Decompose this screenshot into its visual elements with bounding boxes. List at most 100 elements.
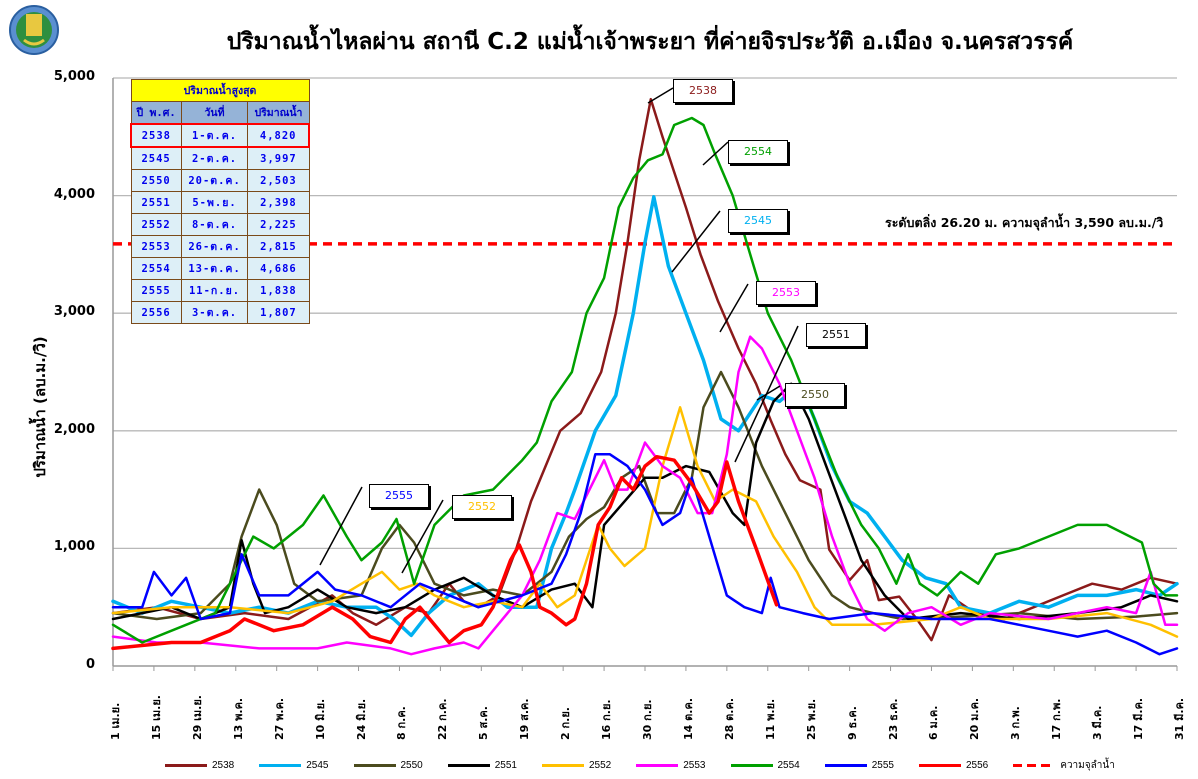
table-row: 2538 1-ต.ค. 4,820 bbox=[129, 123, 311, 148]
legend-swatch bbox=[824, 764, 867, 767]
x-tick-label: 1 เม.ย. bbox=[109, 702, 122, 740]
callout-label-2554: 2554 bbox=[728, 140, 788, 164]
table-row: 2552 8-ต.ค. 2,225 bbox=[130, 213, 310, 236]
cell-year: 2556 bbox=[130, 301, 182, 324]
legend-item-2550: 2550 bbox=[353, 758, 423, 773]
callout-label-2550: 2550 bbox=[785, 383, 845, 407]
legend-label: 2552 bbox=[589, 760, 612, 771]
table-body: 2538 1-ต.ค. 4,820 2545 2-ต.ค. 3,997 2550 20-ต.ค… bbox=[129, 123, 311, 324]
callout-label-2555: 2555 bbox=[369, 484, 429, 508]
legend-item-2556: 2556 bbox=[919, 758, 988, 773]
cell-year: 2545 bbox=[130, 146, 182, 170]
legend-label: 2550 bbox=[400, 760, 423, 771]
y-axis-label: ปริมาณน้ำ (ลบ.ม./วิ) bbox=[31, 336, 49, 478]
cell-date: 8-ต.ค. bbox=[180, 213, 249, 236]
callout-leader bbox=[647, 87, 674, 104]
legend-label: 2555 bbox=[871, 760, 894, 771]
x-tick-label: 3 ก.พ. bbox=[1009, 706, 1023, 740]
series-line-2538 bbox=[111, 97, 1179, 642]
x-tick-label: 31 มี.ค. bbox=[1173, 697, 1186, 740]
legend: 2538 2545 2550 2551 2552 2553 2554 2555 2556 ความ… bbox=[165, 758, 1140, 773]
y-tick-label: 3,000 bbox=[53, 304, 95, 320]
legend-label: 2553 bbox=[683, 760, 706, 771]
legend-swatch bbox=[165, 764, 207, 767]
callout-leader bbox=[671, 210, 721, 273]
x-tick-label: 6 ม.ค. bbox=[927, 705, 941, 740]
x-tick-label: 11 พ.ย. bbox=[763, 698, 777, 740]
cell-year: 2555 bbox=[130, 279, 182, 302]
table-row: 2550 20-ต.ค. 2,503 bbox=[130, 169, 310, 192]
callout-label-2545: 2545 bbox=[728, 209, 788, 233]
x-tick-label: 5 ส.ค. bbox=[477, 706, 491, 740]
legend-item-2538: 2538 bbox=[165, 758, 234, 773]
callout-leader bbox=[319, 486, 363, 566]
cell-flow: 1,807 bbox=[247, 301, 310, 324]
x-tick-label: 20 ม.ค. bbox=[968, 697, 982, 740]
chart-title: ปริมาณน้ำไหลผ่าน สถานี C.2 แม่น้ำเจ้าพระ… bbox=[226, 29, 1074, 55]
callout-label-2553: 2553 bbox=[756, 281, 816, 305]
legend-swatch bbox=[542, 764, 584, 767]
table-row: 2555 11-ก.ย. 1,838 bbox=[130, 279, 310, 302]
x-tick-label: 22 ก.ค. bbox=[436, 698, 450, 740]
x-tick-label: 29 เม.ย. bbox=[190, 695, 204, 740]
x-tick-label: 30 ก.ย. bbox=[641, 699, 654, 740]
x-tick-label: 23 ธ.ค. bbox=[886, 698, 900, 740]
series-line-2550 bbox=[111, 370, 1179, 621]
legend-label: 2556 bbox=[966, 760, 989, 771]
legend-swatch bbox=[353, 764, 396, 767]
cell-year: 2552 bbox=[130, 213, 182, 236]
cell-flow: 4,686 bbox=[247, 257, 310, 280]
y-tick-label: 1,000 bbox=[53, 539, 95, 555]
x-tick-label: 8 ก.ค. bbox=[395, 706, 409, 740]
legend-swatch bbox=[447, 764, 490, 767]
cell-flow: 2,398 bbox=[247, 191, 310, 214]
cell-date: 1-ต.ค. bbox=[180, 123, 249, 148]
x-tick-label: 13 พ.ค. bbox=[231, 697, 245, 740]
x-tick-label: 19 ส.ค. bbox=[518, 698, 532, 740]
x-tick-label: 17 มี.ค. bbox=[1132, 697, 1146, 740]
col-header-date: วันที่ bbox=[180, 101, 249, 125]
cell-date: 13-ต.ค. bbox=[180, 257, 249, 280]
legend-item-2554: 2554 bbox=[730, 758, 800, 773]
y-tick-label: 4,000 bbox=[53, 186, 95, 202]
table-row: 2554 13-ต.ค. 4,686 bbox=[130, 257, 310, 280]
x-tick-label: 28 ต.ค. bbox=[722, 698, 736, 740]
x-tick-label: 27 พ.ค. bbox=[272, 697, 286, 740]
cell-date: 20-ต.ค. bbox=[180, 169, 249, 192]
callout-label-2551: 2551 bbox=[806, 323, 866, 347]
x-tick-label: 9 ธ.ค. bbox=[845, 706, 859, 740]
x-tick-label: 24 มิ.ย. bbox=[354, 698, 368, 740]
x-tick-label: 14 ต.ค. bbox=[681, 698, 695, 740]
legend-item-ความจุลำน้ำ: ความจุลำน้ำ bbox=[1013, 758, 1115, 773]
table-row: 2556 3-ต.ค. 1,807 bbox=[130, 301, 310, 324]
legend-label: 2551 bbox=[494, 760, 517, 771]
x-tick-label: 17 ก.พ. bbox=[1050, 698, 1064, 740]
legend-item-2552: 2552 bbox=[542, 758, 611, 773]
callout-label-2552: 2552 bbox=[452, 495, 512, 519]
max-flow-table: ปริมาณน้ำสูงสุด ปี พ.ศ. วันที่ ปริมาณน้ำ… bbox=[129, 79, 311, 324]
series-line-2556 bbox=[111, 454, 779, 651]
callout-leader bbox=[719, 283, 749, 333]
y-tick-label: 2,000 bbox=[53, 421, 95, 437]
table-row: 2545 2-ต.ค. 3,997 bbox=[130, 146, 310, 170]
series-line-2551 bbox=[111, 382, 1179, 621]
legend-item-2555: 2555 bbox=[824, 758, 894, 773]
x-tick-label: 10 มิ.ย. bbox=[313, 698, 327, 740]
table-row: 2553 26-ต.ค. 2,815 bbox=[130, 235, 310, 258]
cell-flow: 2,503 bbox=[247, 169, 310, 192]
callout-leader bbox=[401, 499, 444, 574]
col-header-year: ปี พ.ศ. bbox=[130, 101, 182, 125]
legend-swatch bbox=[259, 763, 302, 768]
y-tick-label: 0 bbox=[85, 657, 95, 672]
cell-date: 11-ก.ย. bbox=[180, 279, 249, 302]
cell-year: 2551 bbox=[130, 191, 182, 214]
x-tick-label: 15 เม.ย. bbox=[149, 695, 163, 740]
cell-flow: 4,820 bbox=[247, 123, 311, 148]
series-line-2552 bbox=[111, 406, 1179, 638]
table-caption: ปริมาณน้ำสูงสุด bbox=[130, 79, 310, 102]
cell-date: 2-ต.ค. bbox=[180, 146, 249, 170]
series-line-2553 bbox=[111, 335, 1179, 656]
cell-flow: 1,838 bbox=[247, 279, 310, 302]
legend-label: 2554 bbox=[777, 760, 800, 771]
